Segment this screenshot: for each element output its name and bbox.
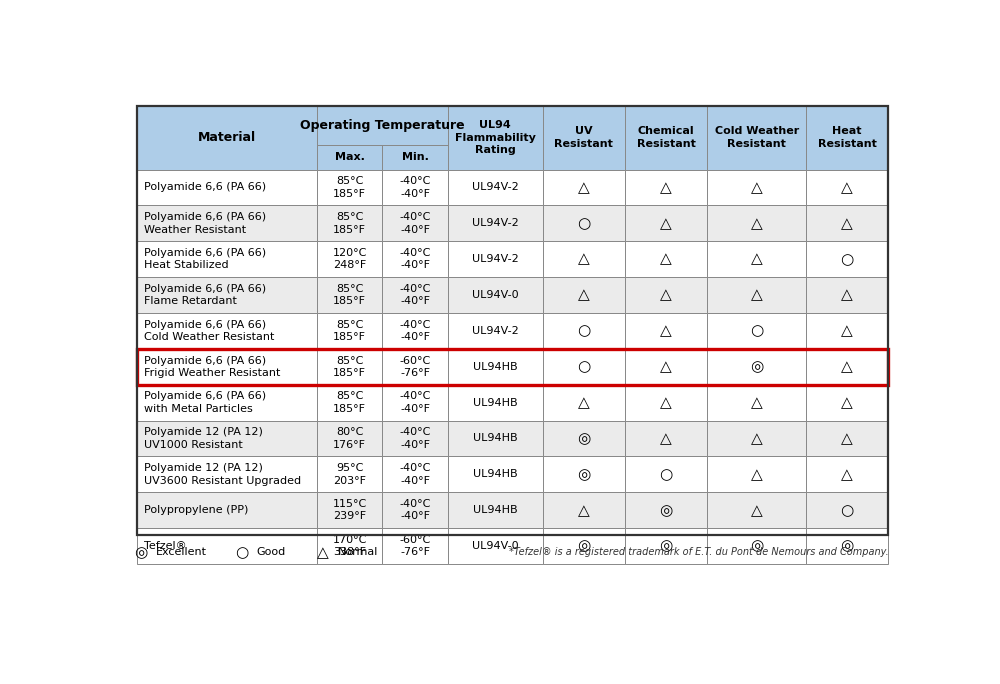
- FancyBboxPatch shape: [806, 456, 888, 492]
- Text: Polyamide 6,6 (PA 66)
Heat Stabilized: Polyamide 6,6 (PA 66) Heat Stabilized: [144, 248, 266, 270]
- Text: UL94HB: UL94HB: [473, 397, 518, 408]
- Text: △: △: [660, 395, 672, 410]
- Text: UL94HB: UL94HB: [473, 362, 518, 371]
- Text: △: △: [578, 252, 590, 267]
- FancyBboxPatch shape: [543, 492, 625, 528]
- FancyBboxPatch shape: [317, 492, 382, 528]
- FancyBboxPatch shape: [707, 106, 806, 170]
- FancyBboxPatch shape: [543, 205, 625, 241]
- FancyBboxPatch shape: [543, 528, 625, 564]
- Text: Excellent: Excellent: [156, 547, 207, 557]
- FancyBboxPatch shape: [382, 313, 448, 349]
- FancyBboxPatch shape: [707, 456, 806, 492]
- Text: △: △: [751, 395, 763, 410]
- Text: △: △: [751, 503, 763, 518]
- Text: 85°C
185°F: 85°C 185°F: [333, 391, 366, 414]
- FancyBboxPatch shape: [317, 145, 382, 170]
- Text: 80°C
176°F: 80°C 176°F: [333, 428, 366, 449]
- Text: 85°C
185°F: 85°C 185°F: [333, 212, 366, 235]
- FancyBboxPatch shape: [137, 277, 317, 313]
- Text: ○: ○: [750, 324, 763, 339]
- Text: ◎: ◎: [577, 538, 590, 553]
- FancyBboxPatch shape: [317, 205, 382, 241]
- FancyBboxPatch shape: [707, 277, 806, 313]
- FancyBboxPatch shape: [382, 145, 448, 170]
- FancyBboxPatch shape: [137, 241, 317, 277]
- FancyBboxPatch shape: [448, 313, 543, 349]
- Text: △: △: [578, 287, 590, 302]
- Text: ◎: ◎: [841, 538, 854, 553]
- FancyBboxPatch shape: [806, 277, 888, 313]
- Text: UL94HB: UL94HB: [473, 434, 518, 443]
- Text: UL94V-2: UL94V-2: [472, 326, 519, 336]
- FancyBboxPatch shape: [806, 313, 888, 349]
- Text: UL94V-0: UL94V-0: [472, 541, 519, 551]
- FancyBboxPatch shape: [382, 170, 448, 205]
- FancyBboxPatch shape: [317, 241, 382, 277]
- Text: UL94V-2: UL94V-2: [472, 254, 519, 264]
- Text: *Tefzel® is a registered trademark of E.T. du Pont de Nemours and Company.: *Tefzel® is a registered trademark of E.…: [509, 547, 888, 557]
- Text: ○: ○: [577, 216, 590, 231]
- Text: -40°C
-40°F: -40°C -40°F: [400, 391, 431, 414]
- Text: -60°C
-76°F: -60°C -76°F: [400, 356, 431, 378]
- FancyBboxPatch shape: [317, 456, 382, 492]
- Text: Cold Weather
Resistant: Cold Weather Resistant: [715, 127, 799, 149]
- FancyBboxPatch shape: [543, 241, 625, 277]
- FancyBboxPatch shape: [707, 205, 806, 241]
- Text: UL94V-0: UL94V-0: [472, 290, 519, 300]
- Text: ○: ○: [577, 359, 590, 374]
- FancyBboxPatch shape: [448, 528, 543, 564]
- Text: △: △: [751, 180, 763, 195]
- Text: △: △: [660, 252, 672, 267]
- Text: △: △: [841, 287, 853, 302]
- Text: △: △: [751, 252, 763, 267]
- FancyBboxPatch shape: [448, 492, 543, 528]
- Text: -40°C
-40°F: -40°C -40°F: [400, 428, 431, 449]
- FancyBboxPatch shape: [382, 277, 448, 313]
- Text: Polyamide 12 (PA 12)
UV1000 Resistant: Polyamide 12 (PA 12) UV1000 Resistant: [144, 428, 262, 449]
- Text: Polypropylene (PP): Polypropylene (PP): [144, 505, 248, 515]
- Text: △: △: [660, 287, 672, 302]
- Text: △: △: [751, 287, 763, 302]
- Text: -60°C
-76°F: -60°C -76°F: [400, 535, 431, 557]
- FancyBboxPatch shape: [317, 349, 382, 384]
- Text: Polyamide 6,6 (PA 66)
with Metal Particles: Polyamide 6,6 (PA 66) with Metal Particl…: [144, 391, 266, 414]
- FancyBboxPatch shape: [137, 528, 317, 564]
- FancyBboxPatch shape: [707, 421, 806, 456]
- FancyBboxPatch shape: [382, 384, 448, 421]
- Text: △: △: [660, 324, 672, 339]
- FancyBboxPatch shape: [806, 205, 888, 241]
- FancyBboxPatch shape: [806, 384, 888, 421]
- FancyBboxPatch shape: [317, 106, 448, 145]
- FancyBboxPatch shape: [543, 313, 625, 349]
- Text: Polyamide 6,6 (PA 66)
Flame Retardant: Polyamide 6,6 (PA 66) Flame Retardant: [144, 284, 266, 306]
- FancyBboxPatch shape: [137, 492, 317, 528]
- Text: △: △: [751, 216, 763, 231]
- Text: △: △: [751, 467, 763, 482]
- FancyBboxPatch shape: [382, 456, 448, 492]
- FancyBboxPatch shape: [448, 384, 543, 421]
- FancyBboxPatch shape: [137, 384, 317, 421]
- Text: ◎: ◎: [577, 467, 590, 482]
- FancyBboxPatch shape: [382, 241, 448, 277]
- FancyBboxPatch shape: [707, 528, 806, 564]
- FancyBboxPatch shape: [382, 528, 448, 564]
- FancyBboxPatch shape: [448, 277, 543, 313]
- Text: -40°C
-40°F: -40°C -40°F: [400, 212, 431, 235]
- Text: UL94V-2: UL94V-2: [472, 218, 519, 228]
- FancyBboxPatch shape: [625, 456, 707, 492]
- Text: ○: ○: [235, 545, 248, 560]
- FancyBboxPatch shape: [707, 313, 806, 349]
- FancyBboxPatch shape: [625, 241, 707, 277]
- Text: -40°C
-40°F: -40°C -40°F: [400, 319, 431, 342]
- FancyBboxPatch shape: [707, 241, 806, 277]
- FancyBboxPatch shape: [382, 421, 448, 456]
- Text: -40°C
-40°F: -40°C -40°F: [400, 248, 431, 270]
- Text: 115°C
239°F: 115°C 239°F: [332, 499, 367, 521]
- Text: Heat
Resistant: Heat Resistant: [818, 127, 877, 149]
- Text: 120°C
248°F: 120°C 248°F: [332, 248, 367, 270]
- Text: -40°C
-40°F: -40°C -40°F: [400, 284, 431, 306]
- FancyBboxPatch shape: [382, 492, 448, 528]
- Text: -40°C
-40°F: -40°C -40°F: [400, 463, 431, 486]
- FancyBboxPatch shape: [137, 349, 317, 384]
